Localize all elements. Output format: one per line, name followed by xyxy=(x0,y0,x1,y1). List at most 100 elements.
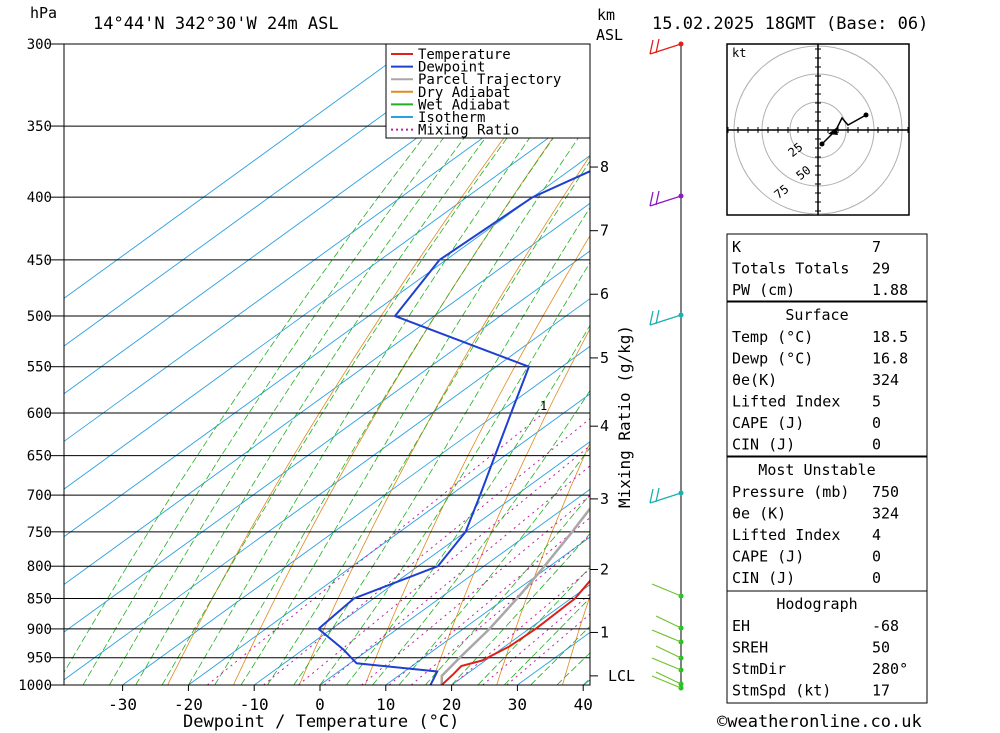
km-tick-label: 6 xyxy=(600,285,609,303)
wet-adiabat-line xyxy=(214,85,590,685)
wet-adiabat-line xyxy=(135,44,557,685)
stats-value: 50 xyxy=(872,639,890,657)
wet-adiabat-line xyxy=(372,389,590,685)
stats-value: 750 xyxy=(872,483,899,501)
stats-label: StmDir xyxy=(732,660,786,678)
stats-value: 7 xyxy=(872,238,881,256)
dry-adiabat-line xyxy=(298,155,590,685)
wet-adiabat-line xyxy=(503,597,590,685)
isotherm-line xyxy=(64,59,590,442)
wet-adiabat-line xyxy=(64,44,498,674)
km-tick-label: 5 xyxy=(600,349,609,367)
mixing-ratio-line xyxy=(263,418,590,685)
stats-value: 4 xyxy=(872,526,881,544)
stats-label: SREH xyxy=(732,639,768,657)
km-unit-label: km xyxy=(597,6,615,24)
wind-barb xyxy=(655,615,682,629)
dewpoint-line xyxy=(316,170,590,685)
stats-label: EH xyxy=(732,617,750,635)
mixing-ratio-label: 2 xyxy=(593,399,600,413)
legend-frame xyxy=(385,43,591,139)
stats-label: K xyxy=(732,238,741,256)
y-tick-label: 400 xyxy=(27,190,52,206)
wind-barb xyxy=(649,195,682,207)
wind-barb xyxy=(651,657,682,671)
stats-box xyxy=(726,301,928,457)
wind-barb-flag xyxy=(649,191,654,207)
datetime-title: 15.02.2025 18GMT (Base: 06) xyxy=(652,14,928,34)
wet-adiabat-line xyxy=(188,53,590,685)
mixing-ratio-label: 6 xyxy=(686,399,693,413)
stats-value: -68 xyxy=(872,617,899,635)
mixing-ratio-label: 4 xyxy=(650,399,657,413)
legend-label: Wet Adiabat xyxy=(418,97,511,113)
wind-barb xyxy=(649,492,682,504)
x-tick-label: 0 xyxy=(315,695,325,714)
temperature-line xyxy=(441,579,590,685)
storm-motion-marker xyxy=(828,128,838,135)
stats-label: Temp (°C) xyxy=(732,328,813,346)
x-tick-label: 30 xyxy=(508,695,527,714)
stats-label: Totals Totals xyxy=(732,260,849,278)
stats-label: CAPE (J) xyxy=(732,548,804,566)
stats-label: Pressure (mb) xyxy=(732,483,849,501)
stats-label: CIN (J) xyxy=(732,569,795,587)
x-tick-label: -30 xyxy=(108,695,137,714)
x-tick-label: -20 xyxy=(174,695,203,714)
stats-box xyxy=(726,233,928,302)
wet-adiabat-line xyxy=(477,566,590,685)
dry-adiabat-line xyxy=(496,442,590,685)
legend-label: Dry Adiabat xyxy=(418,85,511,101)
x-tick-label: -10 xyxy=(240,695,269,714)
isotherm-line xyxy=(122,345,590,685)
mixing-ratio-axis-title: Mixing Ratio (g/kg) xyxy=(615,325,634,508)
asl-unit-label: ASL xyxy=(596,26,623,44)
stats-value: 18.5 xyxy=(872,328,908,346)
isotherm-line xyxy=(64,250,590,633)
stats-value: 280° xyxy=(872,660,908,678)
wind-barb-flag xyxy=(655,309,660,325)
y-tick-label: 700 xyxy=(27,488,52,504)
y-tick-label: 750 xyxy=(27,525,52,541)
stats-tables: K 7 Totals Totals 29 PW (cm) 1.88 Surface Temp … xyxy=(726,233,928,704)
stats-value: 0 xyxy=(872,436,881,454)
stats-section-title: Surface xyxy=(785,306,848,324)
mixing-ratio-label: 8 xyxy=(712,399,719,413)
dry-adiabat-line xyxy=(562,594,590,685)
hodograph-point xyxy=(819,141,825,147)
wet-adiabat-line xyxy=(267,160,590,685)
y-tick-label: 550 xyxy=(27,360,52,376)
y-tick-label: 300 xyxy=(27,37,52,53)
stats-label: CAPE (J) xyxy=(732,414,804,432)
stats-box xyxy=(726,590,928,704)
legend-label: Mixing Ratio xyxy=(418,123,519,139)
y-tick-label: 1000 xyxy=(18,678,52,694)
stats-value: 0 xyxy=(872,569,881,587)
stats-value: 324 xyxy=(872,371,899,389)
wind-barb xyxy=(651,583,682,597)
mixing-ratio-line xyxy=(388,517,590,685)
y-tick-label: 350 xyxy=(27,119,52,135)
y-tick-label: 950 xyxy=(27,651,52,667)
legend-label: Temperature xyxy=(418,47,511,63)
wind-barb xyxy=(651,629,682,643)
lcl-label: LCL xyxy=(608,667,635,685)
stats-label: Dewp (°C) xyxy=(732,350,813,368)
wind-barbs xyxy=(649,38,684,691)
stats-value: 0 xyxy=(872,414,881,432)
parcel-trajectory-line xyxy=(440,506,590,685)
wet-adiabat-line xyxy=(319,261,590,685)
wet-adiabat-line xyxy=(451,533,590,685)
km-tick-label: 3 xyxy=(600,490,609,508)
stats-label: StmSpd (kt) xyxy=(732,682,831,700)
x-tick-label: 20 xyxy=(442,695,461,714)
x-tick-label: 40 xyxy=(574,695,593,714)
y-tick-label: 850 xyxy=(27,591,52,607)
stats-label: PW (cm) xyxy=(732,281,795,299)
wind-barb xyxy=(655,671,682,685)
pressure-unit-label: hPa xyxy=(30,4,57,22)
stats-value: 0 xyxy=(872,548,881,566)
wet-adiabat-line xyxy=(240,120,590,685)
